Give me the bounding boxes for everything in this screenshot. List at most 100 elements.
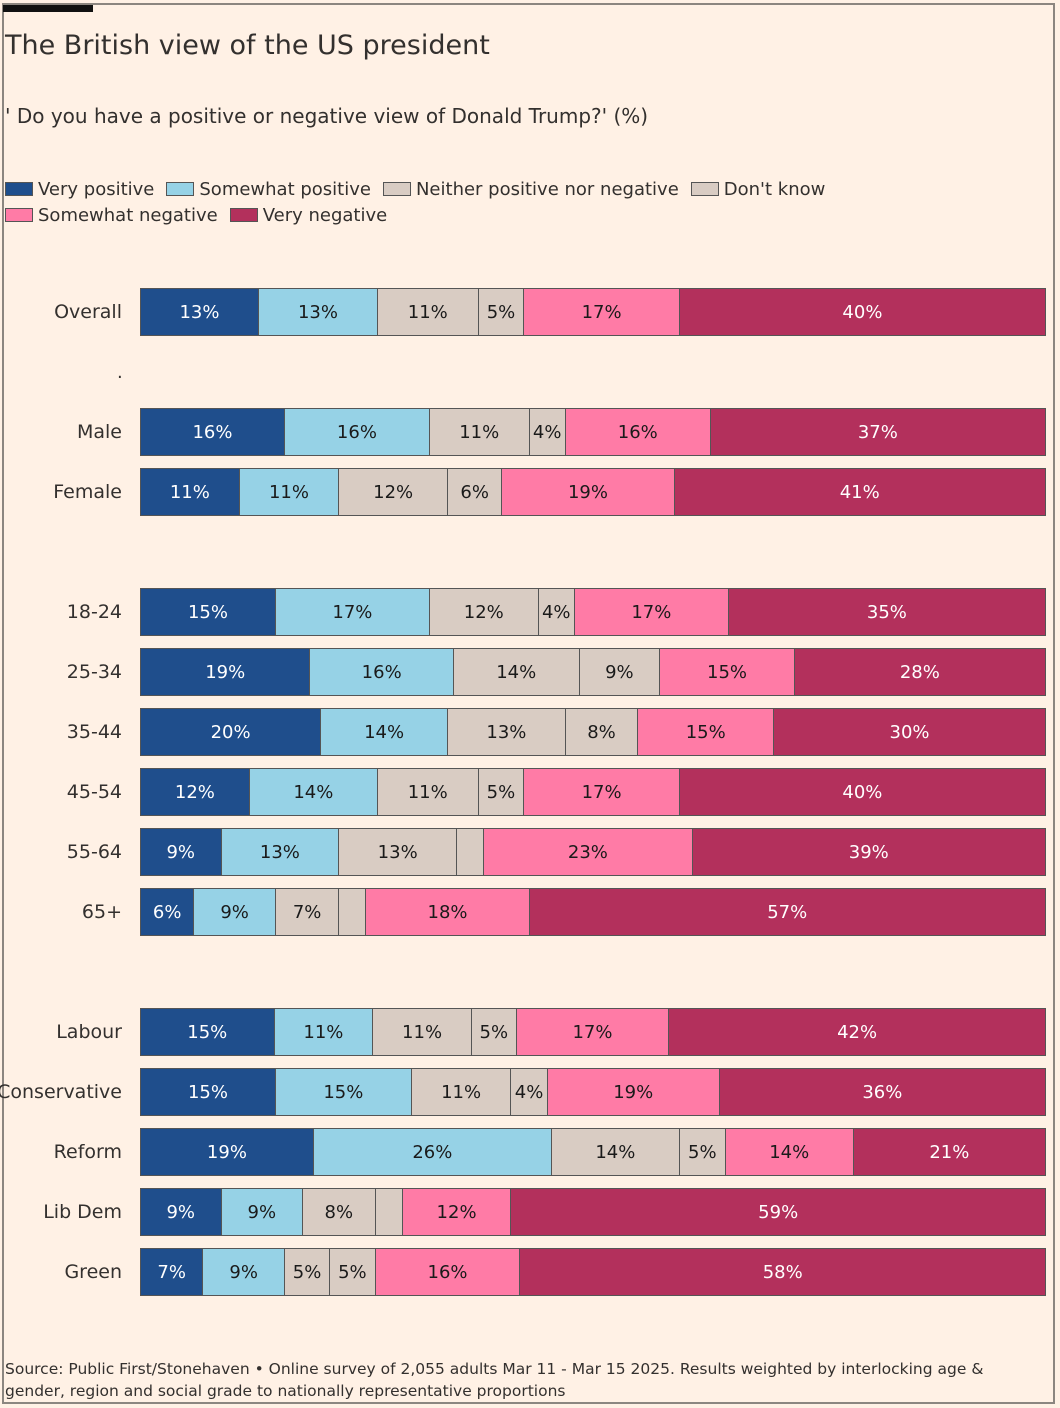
bar-segment: 4% [537,588,575,636]
legend-label: Somewhat negative [38,204,218,226]
bar-segment: 16% [140,408,285,456]
row-label: Lib Dem [43,1201,122,1223]
bar-segment: 23% [483,828,693,876]
bar-segment: 30% [773,708,1046,756]
legend-label: Very positive [38,178,155,200]
legend: Very positive Somewhat positive Neither po… [5,176,1005,228]
bar-segment: 5% [477,768,525,816]
bar-segment: 16% [374,1248,521,1296]
bar-segment: 12% [401,1188,512,1236]
row-label: 25-34 [66,661,122,683]
bar-segment: 16% [564,408,711,456]
bar-segment [374,1188,403,1236]
bar-segment: 5% [470,1008,517,1056]
bar-segment: 18% [365,888,530,936]
row-label: 35-44 [66,721,122,743]
legend-item: Very positive [5,179,154,200]
bar-segment: 20% [140,708,322,756]
bar-segment: 11% [428,408,530,456]
bar-segment: 15% [140,1008,275,1056]
bar-segment: 35% [727,588,1046,636]
bar-segment: 11% [273,1008,374,1056]
legend-label: Very negative [262,204,388,226]
brand-bar [3,5,93,12]
bar-segment: 28% [793,648,1046,696]
row-label: 45-54 [66,781,122,803]
bar-segment: 12% [140,768,250,816]
bar-row: 15% 11% 11% 5% 17% 42% [140,1008,1046,1056]
bar-row: 19% 26% 14% 5% 14% 21% [140,1128,1046,1176]
bar-segment: 7% [274,888,340,936]
bar-segment [456,828,485,876]
bar-segment: 17% [523,288,680,336]
row-label: Male [76,421,122,443]
bar-segment: 9% [220,1188,304,1236]
bar-segment: 11% [372,1008,472,1056]
bar-segment: 11% [410,1068,512,1116]
bar-row: 7% 9% 5% 5% 16% 58% [140,1248,1046,1296]
row-label: 18-24 [66,601,122,623]
bar-segment: 57% [528,888,1046,936]
bar-segment: 26% [312,1128,552,1176]
bar-segment [338,888,367,936]
bar-segment: 5% [283,1248,331,1296]
legend-swatch [5,208,33,222]
bar-segment: 17% [523,768,680,816]
bar-segment: 19% [140,1128,314,1176]
row-label: 55-64 [66,841,122,863]
bar-segment: 15% [140,588,276,636]
legend-item: Somewhat positive [166,179,371,200]
bar-segment: 13% [140,288,259,336]
bar-segment: 9% [140,1188,222,1236]
bar-segment: 15% [659,648,795,696]
bar-segment: 16% [309,648,454,696]
legend-swatch [690,182,719,196]
bar-segment: 13% [447,708,566,756]
bar-segment: 15% [637,708,775,756]
bar-segment: 8% [564,708,639,756]
bar-segment: 37% [709,408,1046,456]
bar-segment: 13% [257,288,378,336]
bar-segment: 58% [519,1248,1046,1296]
legend-item: Very negative [229,204,388,226]
source-note: Source: Public First/Stonehaven • Online… [5,1360,984,1400]
bar-segment: 42% [668,1008,1046,1056]
bar-row: 12% 14% 11% 5% 17% 40% [140,768,1046,816]
bar-segment: 7% [140,1248,204,1296]
bar-segment: 11% [376,288,479,336]
chart-frame [2,3,1055,1404]
legend-item: Neither positive nor negative [382,178,679,200]
chart-title: The British view of the US president [5,30,490,61]
chart-subtitle: ' Do you have a positive or negative vie… [5,104,649,128]
row-label: Labour [56,1021,122,1043]
bar-segment: 14% [320,708,449,756]
legend-item: Somewhat negative [5,205,218,226]
bar-segment: 17% [515,1008,670,1056]
bar-segment: 19% [546,1068,720,1116]
legend-swatch [166,182,195,196]
legend-label: Don't know [723,178,826,200]
bar-row: 20% 14% 13% 8% 15% 30% [140,708,1046,756]
bar-row: 13% 13% 11% 5% 17% 40% [140,288,1046,336]
bar-segment: 6% [447,468,503,516]
bar-row: 16% 16% 11% 4% 16% 37% [140,408,1046,456]
bar-segment: 17% [274,588,430,636]
row-label: Female [53,481,122,503]
bar-segment: 41% [673,468,1046,516]
row-label: Reform [53,1141,122,1163]
bar-segment: 14% [550,1128,680,1176]
bar-segment: 59% [510,1188,1046,1236]
bar-segment: 12% [428,588,539,636]
row-label: Overall [54,301,122,323]
bar-segment: 11% [376,768,479,816]
legend-label: Neither positive nor negative [415,178,679,200]
bar-segment: 9% [202,1248,285,1296]
bar-segment: 13% [338,828,458,876]
bar-row: 9% 13% 13% 23% 39% [140,828,1046,876]
bar-segment: 5% [678,1128,726,1176]
bar-row: 15% 15% 11% 4% 19% 36% [140,1068,1046,1116]
bar-segment: 14% [248,768,378,816]
bar-segment: 16% [283,408,430,456]
legend-label: Somewhat positive [199,178,371,200]
bar-segment: 11% [140,468,240,516]
